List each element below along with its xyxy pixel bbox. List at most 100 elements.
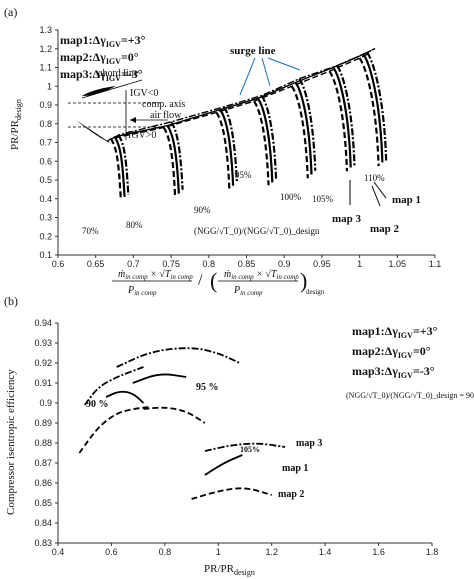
panel-b: 0.83 0.84 0.85 0.86 0.87 0.88 0.89 0.9 0.91 0.92 0… — [5, 318, 474, 577]
b-ytick-label: 0.85 — [34, 498, 52, 508]
b-ytick-label: 0.87 — [34, 458, 52, 468]
annot-map3: map 3 — [296, 438, 322, 449]
b-series-8 — [191, 487, 272, 500]
surge-arrow-3 — [267, 57, 301, 71]
annot-105: 105% — [240, 445, 260, 454]
legend-a-map3: map3:ΔγIGV=-3° — [60, 67, 143, 83]
air-flow-arrowhead — [130, 117, 136, 123]
a-ytick-label: 1.3 — [39, 25, 52, 35]
legend-a-map2: map2:ΔγIGV=0° — [60, 50, 139, 66]
svg-text:ṁin comp × √Tin comp: ṁin comp × √Tin comp — [224, 269, 299, 281]
a-ytick-label: 0.8 — [39, 119, 52, 129]
speed-label-110: 110% — [364, 173, 385, 183]
a-xtick-label: 0.6 — [52, 259, 65, 269]
a-xtick-label: 0.95 — [313, 259, 331, 269]
b-ytick-label: 0.94 — [34, 318, 52, 328]
b-series-6 — [78, 406, 149, 454]
svg-text:Pin comp: Pin comp — [233, 285, 263, 297]
a-ytick-label: 0.5 — [39, 175, 52, 185]
chord-line-label: chord line — [98, 68, 139, 79]
panel-b-annotations: 90 % 95 % 105% map 3 map 1 map 2 — [86, 382, 322, 500]
igv-pos-label: IGV>0 — [128, 130, 156, 141]
b-series-5 — [204, 454, 243, 476]
panel-a-legend: map1:ΔγIGV=+3° map2:ΔγIGV=0° map3:ΔγIGV=… — [60, 33, 146, 83]
a-ytick-label: 0.9 — [39, 100, 52, 110]
b-xtick-label: 1.4 — [319, 547, 332, 557]
speed-line-map3-4 — [290, 85, 309, 179]
speed-label-105: 105% — [312, 194, 334, 204]
b-xtick-label: 1.6 — [372, 547, 385, 557]
surge-line-label: surge line — [230, 45, 276, 57]
speed-param-label: (NGG/√T_0)/(NGG/√T_0)_design — [194, 226, 320, 236]
a-xtick-label: 0.7 — [127, 259, 140, 269]
speed-line-map2-1 — [166, 124, 180, 194]
panel-a: 0.1 0.2 0.3 0.4 0.5 0.6 0.7 0.8 0.9 1 1.1 1.2 1.3 0.… — [9, 25, 441, 297]
a-ytick-label: 0.7 — [39, 138, 52, 148]
panel-b-x-ticks: 0.4 0.6 0.8 1 1.2 1.4 1.6 1.8 — [52, 543, 439, 557]
b-ytick-label: 0.91 — [34, 378, 52, 388]
speed-line-map1-2 — [222, 106, 238, 183]
svg-text:ṁin comp × √Tin comp: ṁin comp × √Tin comp — [118, 269, 193, 281]
map-arrows — [349, 180, 387, 207]
speed-line-map3-6 — [358, 57, 380, 167]
a-xtick-label: 0.65 — [87, 259, 105, 269]
panel-a-x-axis-label: ṁin comp × √Tin comp Pin comp / ( ṁin co… — [112, 268, 325, 297]
speed-line-map1-5 — [336, 64, 356, 166]
air-flow-label: air flow — [150, 110, 182, 121]
airfoil-inset: chord line IGV<0 comp. axis air flow IGV… — [68, 68, 185, 144]
a-xtick-label: 0.9 — [278, 259, 291, 269]
annot-map2: map 2 — [278, 489, 304, 500]
panel-b-legend: map1:ΔγIGV=+3° map2:ΔγIGV=0° map3:ΔγIGV=… — [352, 324, 438, 380]
surge-arrow-2 — [261, 57, 271, 87]
b-ytick-label: 0.83 — [34, 538, 52, 548]
svg-text:Pin comp: Pin comp — [127, 285, 157, 297]
b-xtick-label: 1.8 — [426, 547, 439, 557]
b-ytick-label: 0.9 — [39, 398, 52, 408]
legend-a-map1: map1:ΔγIGV=+3° — [60, 33, 146, 49]
chord-line — [81, 79, 143, 99]
speed-label-95: 95% — [235, 170, 252, 180]
panel-a-y-ticks: 0.1 0.2 0.3 0.4 0.5 0.6 0.7 0.8 0.9 1 1.1 1.2 1.3 — [39, 25, 58, 260]
panel-b-curves — [78, 347, 286, 500]
speed-label-90: 90% — [194, 205, 211, 215]
speed-line-map2-5 — [332, 66, 352, 168]
comp-axis-label: comp. axis — [142, 99, 185, 110]
panel-b-y-ticks: 0.83 0.84 0.85 0.86 0.87 0.88 0.89 0.9 0.91 0.92 0… — [34, 318, 58, 548]
a-ytick-label: 0.6 — [39, 156, 52, 166]
b-ytick-label: 0.92 — [34, 358, 52, 368]
speed-line-map1-4 — [298, 78, 317, 171]
b-series-3 — [105, 390, 145, 404]
annot-map1: map 1 — [282, 463, 308, 474]
a-xtick-label: 1.05 — [389, 259, 407, 269]
svg-text:(: ( — [210, 268, 217, 293]
map1-label-a: map 1 — [392, 194, 421, 206]
map3-label-a: map 3 — [332, 213, 362, 225]
panel-a-label: (a) — [4, 5, 17, 19]
legend-b-map2: map2:ΔγIGV=0° — [352, 344, 431, 360]
speed-line-map3-0 — [109, 138, 122, 199]
panel-a-x-ticks: 0.6 0.65 0.7 0.75 0.8 0.85 0.9 0.95 1 1.05 1.1 — [52, 255, 442, 269]
speed-line-map2-6 — [362, 53, 384, 163]
panel-b-label: (b) — [4, 294, 18, 308]
speed-line-map1-3 — [260, 94, 278, 180]
b-xtick-label: 0.4 — [52, 547, 65, 557]
speed-line-map3-5 — [328, 70, 349, 172]
b-ytick-label: 0.93 — [34, 338, 52, 348]
speed-line-map2-2 — [219, 109, 235, 186]
b-series-0 — [83, 366, 144, 406]
a-xtick-label: 1.1 — [429, 259, 442, 269]
panel-b-y-axis-label: Compressor isentropic efficiency — [5, 369, 17, 515]
legend-b-map1: map1:ΔγIGV=+3° — [352, 324, 438, 340]
airfoil-upper — [82, 86, 116, 96]
b-series-1 — [116, 347, 241, 368]
panel-a-curves — [106, 47, 388, 199]
speed-line-map2-4 — [294, 81, 313, 175]
speed-line-map2-3 — [256, 97, 274, 183]
a-ytick-label: 0.3 — [39, 213, 52, 223]
b-series-4 — [132, 373, 187, 384]
surge-arrow-1 — [239, 57, 256, 96]
b-series-2 — [204, 442, 286, 452]
b-ytick-label: 0.86 — [34, 478, 52, 488]
airfoil-lower — [76, 120, 112, 144]
